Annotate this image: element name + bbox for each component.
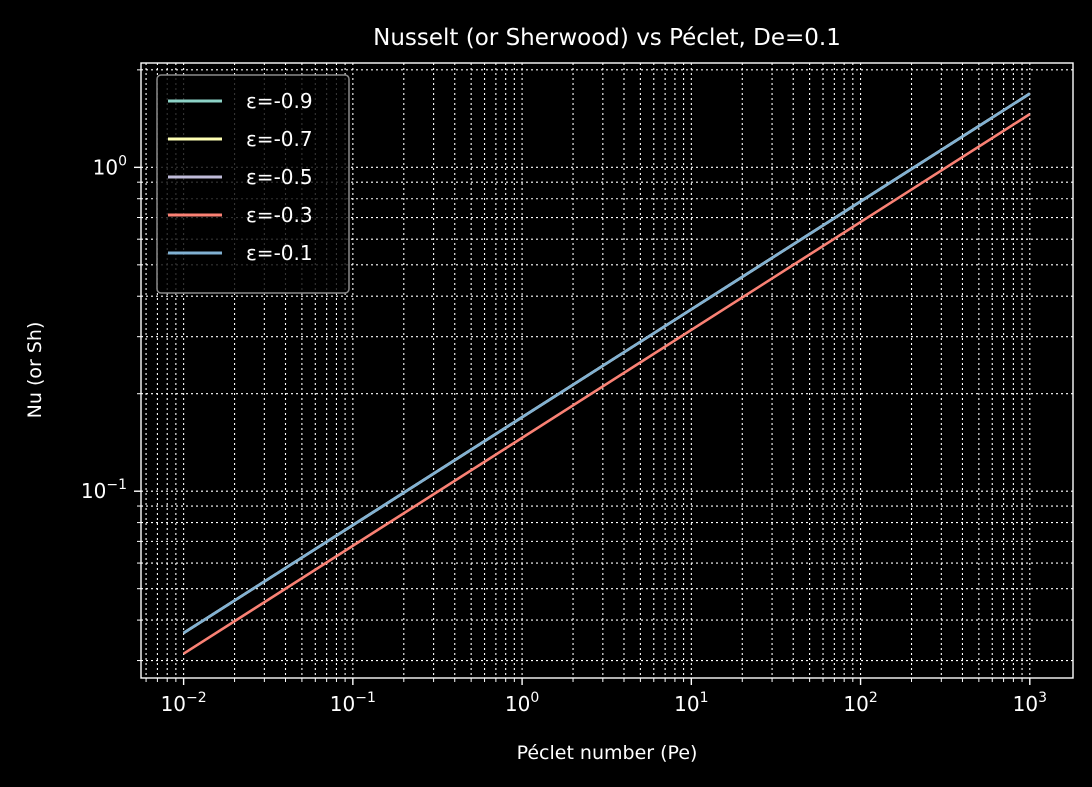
x-tick-label-exponent: 3 — [1038, 690, 1047, 706]
x-tick-label-base: 10 — [161, 692, 186, 716]
x-tick-label-exponent: 0 — [530, 690, 539, 706]
x-tick-label: 102 — [843, 690, 877, 716]
y-tick-label-exponent: −1 — [106, 477, 127, 493]
x-tick-label-exponent: −1 — [355, 690, 376, 706]
x-tick-label-base: 10 — [330, 692, 355, 716]
legend-label: ε=-0.5 — [246, 165, 313, 189]
x-tick-label: 100 — [505, 690, 539, 716]
x-tick-label-exponent: 2 — [869, 690, 878, 706]
y-tick-label-base: 10 — [81, 479, 106, 503]
series-line-5 — [182, 92, 1031, 635]
y-tick-label: 100 — [93, 153, 127, 179]
x-tick-label-base: 10 — [674, 692, 699, 716]
series-line-4 — [182, 113, 1031, 655]
x-tick-label: 101 — [674, 690, 708, 716]
plot-lines — [182, 92, 1031, 655]
x-tick-label: 10−2 — [161, 690, 207, 716]
legend-label: ε=-0.1 — [246, 241, 313, 265]
legend-box — [156, 74, 350, 294]
x-tick-label-base: 10 — [505, 692, 530, 716]
legend-label: ε=-0.3 — [246, 203, 313, 227]
x-tick-label-base: 10 — [1013, 692, 1038, 716]
y-tick-label-exponent: 0 — [118, 153, 127, 169]
y-axis-label: Nu (or Sh) — [24, 322, 46, 419]
legend: ε=-0.9 ε=-0.7 ε=-0.5 ε=-0.3 ε=-0.1 — [156, 74, 350, 294]
x-tick-label: 10−1 — [330, 690, 376, 716]
x-tick-label-exponent: −2 — [186, 690, 207, 706]
grid — [141, 63, 1073, 678]
y-tick-label: 10−1 — [81, 477, 127, 503]
x-axis-label: Péclet number (Pe) — [517, 742, 698, 764]
legend-label: ε=-0.9 — [246, 89, 313, 113]
x-tick-label-exponent: 1 — [700, 690, 709, 706]
y-tick-label-base: 10 — [93, 155, 118, 179]
axes-frame — [140, 62, 1074, 679]
chart-title: Nusselt (or Sherwood) vs Péclet, De=0.1 — [373, 25, 841, 51]
x-tick-label: 103 — [1013, 690, 1047, 716]
x-tick-label-base: 10 — [843, 692, 868, 716]
legend-label: ε=-0.7 — [246, 127, 313, 151]
